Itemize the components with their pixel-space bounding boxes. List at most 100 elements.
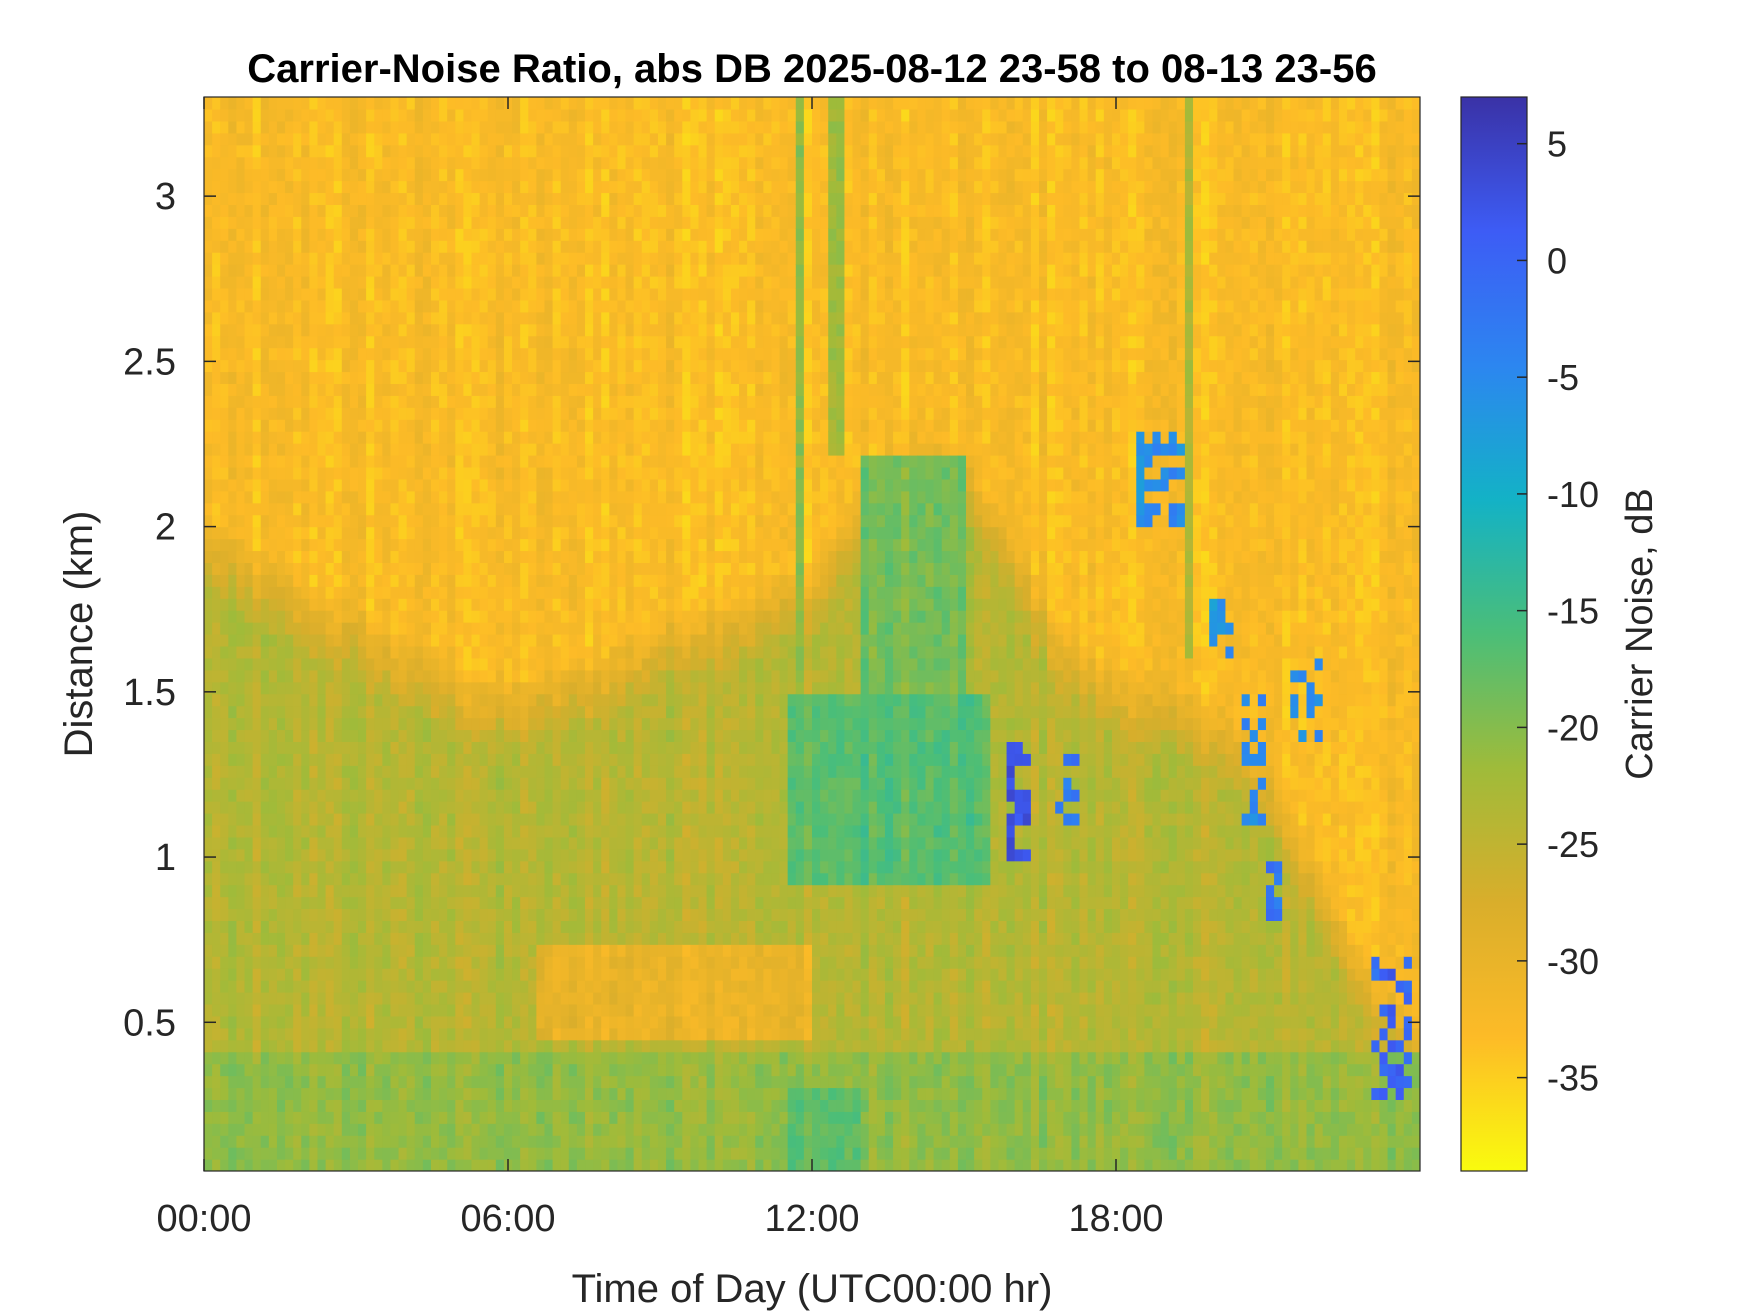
heatmap-cell: [366, 120, 375, 134]
heatmap-cell: [260, 992, 270, 1005]
heatmap-cell: [309, 1027, 319, 1041]
heatmap-cell: [439, 180, 448, 194]
heatmap-cell: [422, 466, 432, 480]
heatmap-cell: [593, 431, 602, 444]
heatmap-cell: [633, 884, 643, 898]
heatmap-cell: [439, 1087, 448, 1100]
heatmap-cell: [382, 323, 392, 337]
heatmap-cell: [268, 717, 278, 731]
heatmap-cell: [503, 980, 513, 993]
heatmap-cell: [479, 108, 489, 122]
heatmap-cell: [301, 968, 310, 981]
heatmap-cell: [609, 108, 619, 122]
heatmap-cell: [220, 789, 229, 802]
heatmap-cell: [568, 753, 578, 766]
heatmap-cell: [285, 287, 294, 301]
heatmap-cell: [333, 431, 343, 444]
heatmap-cell: [390, 455, 400, 468]
heatmap-cell: [406, 753, 416, 766]
heatmap-cell: [487, 1027, 497, 1041]
heatmap-cell: [285, 455, 294, 468]
heatmap-cell: [366, 371, 375, 384]
heatmap-cell: [593, 323, 602, 337]
heatmap-cell: [649, 968, 659, 981]
heatmap-cell: [244, 741, 254, 754]
heatmap-cell: [212, 156, 221, 170]
heatmap-cell: [503, 1123, 513, 1136]
heatmap-cell: [382, 168, 392, 182]
heatmap-cell: [455, 455, 465, 468]
heatmap-cell: [625, 287, 635, 301]
heatmap-cell: [406, 932, 416, 945]
heatmap-cell: [471, 884, 481, 898]
heatmap-cell: [374, 586, 383, 599]
heatmap-cell: [430, 1039, 440, 1053]
heatmap-cell: [641, 574, 651, 587]
heatmap-cell: [414, 610, 424, 623]
heatmap-cell: [390, 287, 400, 301]
heatmap-cell: [268, 705, 278, 719]
heatmap-cell: [536, 407, 546, 420]
heatmap-cell: [317, 1099, 327, 1112]
heatmap-cell: [649, 1135, 659, 1148]
heatmap-cell: [358, 980, 367, 993]
heatmap-cell: [479, 1003, 489, 1017]
heatmap-cell: [447, 645, 456, 659]
heatmap-cell: [268, 204, 278, 217]
heatmap-cell: [268, 610, 278, 623]
heatmap-cell: [301, 538, 310, 552]
heatmap-cell: [260, 192, 270, 205]
heatmap-cell: [333, 645, 343, 659]
heatmap-cell: [390, 550, 400, 563]
heatmap-cell: [568, 192, 578, 205]
heatmap-cell: [374, 502, 383, 516]
heatmap-cell: [366, 1123, 375, 1136]
heatmap-cell: [414, 419, 424, 432]
heatmap-cell: [382, 538, 392, 552]
heatmap-cell: [520, 1027, 529, 1041]
heatmap-cell: [536, 1135, 546, 1148]
heatmap-cell: [220, 1051, 229, 1065]
heatmap-cell: [455, 908, 465, 921]
heatmap-cell: [455, 884, 465, 898]
heatmap-cell: [268, 824, 278, 838]
heatmap-cell: [479, 228, 489, 241]
heatmap-cell: [585, 383, 594, 396]
heatmap-cell: [463, 371, 473, 384]
heatmap-cell: [503, 1063, 513, 1077]
heatmap-cell: [422, 371, 432, 384]
heatmap-cell: [406, 645, 416, 659]
heatmap-cell: [398, 204, 408, 217]
heatmap-cell: [633, 789, 643, 802]
heatmap-cell: [382, 717, 392, 731]
heatmap-cell: [495, 574, 505, 587]
heatmap-cell: [439, 896, 448, 910]
heatmap-cell: [585, 490, 594, 504]
heatmap-cell: [649, 765, 659, 778]
heatmap-cell: [309, 228, 319, 241]
heatmap-cell: [398, 705, 408, 719]
heatmap-cell: [455, 705, 465, 719]
heatmap-cell: [374, 240, 383, 253]
heatmap-cell: [503, 932, 513, 945]
heatmap-cell: [366, 932, 375, 945]
heatmap-cell: [512, 944, 521, 957]
heatmap-cell: [341, 1039, 351, 1053]
heatmap-cell: [487, 383, 497, 396]
heatmap-cell: [552, 669, 562, 683]
heatmap-cell: [422, 968, 432, 981]
heatmap-cell: [398, 777, 408, 790]
heatmap-cell: [236, 610, 246, 623]
heatmap-cell: [617, 216, 627, 229]
heatmap-cell: [520, 634, 529, 647]
heatmap-cell: [544, 1027, 554, 1041]
heatmap-cell: [236, 550, 246, 563]
heatmap-cell: [609, 669, 619, 683]
heatmap-cell: [252, 395, 262, 408]
heatmap-cell: [512, 490, 521, 504]
heatmap-cell: [512, 1015, 521, 1029]
heatmap-cell: [422, 645, 432, 659]
heatmap-cell: [220, 586, 229, 599]
heatmap-cell: [252, 407, 262, 420]
heatmap-cell: [382, 836, 392, 850]
